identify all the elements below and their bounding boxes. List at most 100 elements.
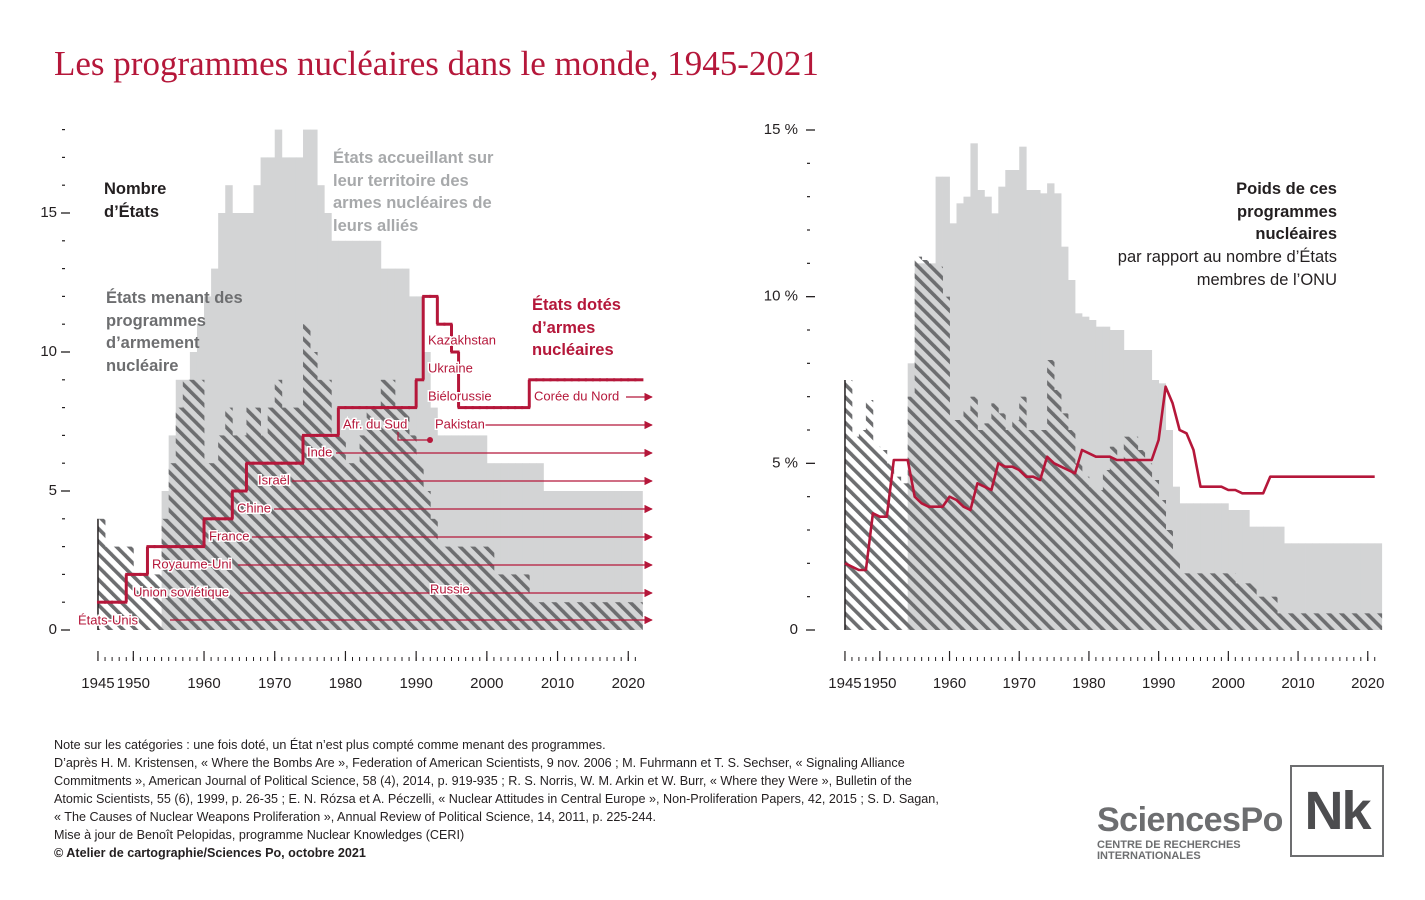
hatched-step — [1179, 573, 1187, 630]
area-step — [529, 463, 537, 630]
hatched-step — [1040, 430, 1048, 630]
area-step — [1277, 526, 1285, 630]
hatched-step — [949, 420, 957, 630]
annotation-arrows — [170, 392, 653, 625]
hatched-step — [218, 435, 226, 630]
hatched-step — [1249, 583, 1257, 630]
hatched-step — [1109, 446, 1118, 630]
hatched-step — [1263, 596, 1271, 630]
hatched-step — [1137, 450, 1146, 630]
area-step — [571, 491, 580, 630]
x-tick-label: 1945 — [81, 675, 114, 692]
hatched-step — [1346, 613, 1355, 630]
hatched-step — [295, 407, 304, 630]
hatched-step — [112, 546, 120, 630]
area-step — [956, 203, 964, 631]
area-step — [1360, 543, 1369, 630]
area-step — [295, 157, 304, 630]
hatched-step — [387, 379, 396, 630]
annotation: Kazakhstan — [428, 332, 496, 347]
area-step — [458, 435, 467, 630]
area-step — [232, 213, 240, 630]
hatched-step — [310, 352, 318, 630]
area-step — [578, 491, 587, 630]
annotation: Pakistan — [435, 416, 485, 431]
area-step — [585, 491, 594, 630]
page-title: Les programmes nucléaires dans le monde,… — [54, 44, 819, 83]
area-step — [1242, 510, 1250, 630]
area-step — [1200, 503, 1208, 630]
y-tick-label: 15 — [40, 204, 57, 221]
area-step — [1005, 170, 1013, 630]
hatched-step — [444, 546, 452, 630]
hatched-step — [303, 324, 311, 630]
logo-subtitle: CENTRE DE RECHERCHES INTERNATIONALES — [1097, 839, 1241, 862]
x-tick-label: 2000 — [1212, 675, 1245, 692]
y-tick-label: 0 — [49, 621, 57, 638]
hatched-step — [253, 407, 261, 630]
x-tick-label: 2010 — [1281, 675, 1314, 692]
area-step — [288, 157, 297, 630]
area-step — [1325, 543, 1334, 630]
hatched-step — [366, 407, 375, 630]
hatched-step — [458, 546, 467, 630]
hatched-step — [1256, 596, 1264, 630]
area-step — [451, 435, 459, 630]
hatched-step — [486, 546, 495, 630]
x-tick-label: 2000 — [470, 675, 503, 692]
hatched-step — [886, 463, 895, 630]
hatched-step — [536, 602, 544, 630]
annotation: France — [209, 528, 249, 543]
hatched-step — [1270, 596, 1278, 630]
area-step — [970, 143, 978, 631]
hatched-step — [1144, 463, 1153, 630]
note-line: Commitments », American Journal of Polit… — [54, 774, 912, 788]
hatched-step — [607, 602, 615, 630]
logo-name: SciencesPo — [1097, 801, 1283, 839]
hatched-step — [416, 463, 424, 630]
area-step — [1249, 526, 1257, 630]
area-step — [281, 157, 290, 630]
area-step — [1228, 510, 1236, 630]
hatched-step — [592, 602, 601, 630]
hatched-step — [147, 574, 155, 630]
x-tick-label: 1990 — [1142, 675, 1175, 692]
x-tick-label: 1950 — [863, 675, 896, 692]
hatched-step — [1012, 420, 1020, 630]
hatched-step — [900, 483, 909, 630]
hatched-step — [1339, 613, 1348, 630]
area-step — [599, 491, 608, 630]
hatched-step — [1228, 573, 1236, 630]
hatched-step — [998, 413, 1006, 630]
hatched-step — [956, 420, 964, 630]
annotation: Inde — [307, 444, 332, 459]
x-tick-label: 2020 — [612, 675, 645, 692]
x-tick-label: 1970 — [1003, 675, 1036, 692]
area-step — [1256, 526, 1264, 630]
hatched-step — [1207, 573, 1215, 630]
hatched-step — [1353, 613, 1362, 630]
hatched-step — [1047, 360, 1055, 630]
hatched-step — [1095, 490, 1104, 630]
area-step — [1214, 503, 1222, 630]
y-axis-label: Poids de ces programmes nucléaires — [1236, 180, 1337, 243]
area-step — [564, 491, 573, 630]
area-step — [500, 463, 509, 630]
x-tick-label: 1950 — [117, 675, 150, 692]
hatched-step — [1374, 613, 1383, 630]
hatched-step — [409, 435, 417, 630]
hatched-step — [154, 574, 163, 630]
hatched-step — [1277, 613, 1285, 630]
arrow-end — [427, 437, 433, 443]
area-step — [635, 491, 643, 630]
hatched-step — [879, 450, 888, 630]
x-tick-label: 1980 — [329, 675, 362, 692]
hatched-step — [1235, 583, 1243, 630]
series-label: États menant des programmes d’armement n… — [106, 289, 243, 375]
area-step — [984, 196, 992, 630]
hatched-step — [246, 407, 254, 630]
hatched-step — [1158, 500, 1167, 630]
note-line: D’après H. M. Kristensen, « Where the Bo… — [54, 756, 905, 770]
logo: SciencesPo CENTRE DE RECHERCHES INTERNAT… — [1097, 800, 1283, 862]
area-step — [1339, 543, 1348, 630]
